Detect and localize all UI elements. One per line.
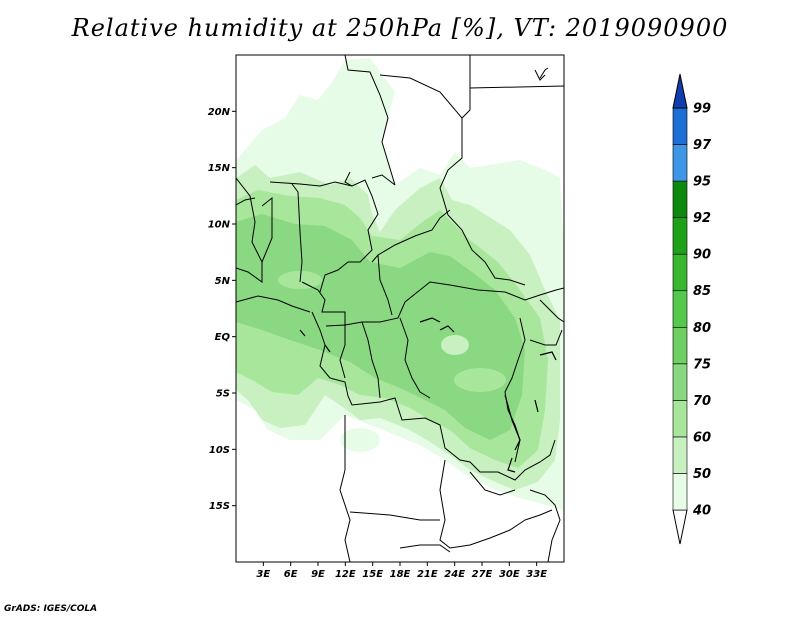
humidity-cell-80: [441, 335, 469, 355]
lat-tick-label: 10N: [208, 220, 231, 231]
colorbar-level-label: 92: [693, 211, 711, 226]
colorbar-level-label: 50: [693, 467, 711, 482]
colorbar-level-label: 60: [693, 430, 711, 445]
country-borders: [236, 55, 564, 562]
colorbar-segment: [672, 180, 688, 218]
colorbar-level-label: 97: [693, 138, 712, 153]
humidity-region-75: [236, 214, 525, 440]
lat-tick-label: 5S: [216, 389, 230, 400]
grads-credit: GrADS: IGES/COLA: [4, 604, 98, 614]
colorbar-level-label: 85: [693, 284, 711, 299]
lat-tick-label: 5N: [215, 276, 231, 287]
lon-tick-label: 33E: [526, 569, 547, 580]
lon-tick-label: 6E: [284, 569, 298, 580]
latitude-axis: 20N 15N 10N 5N EQ 5S 10S 15S: [208, 107, 236, 512]
lon-tick-label: 18E: [390, 569, 411, 580]
colorbar-segment: [672, 473, 688, 511]
dry-patch-south: [340, 428, 380, 452]
colorbar-segment: [672, 107, 688, 145]
lon-tick-label: 24E: [444, 569, 465, 580]
lon-tick-label: 27E: [472, 569, 493, 580]
lon-tick-label: 12E: [335, 569, 356, 580]
lat-tick-label: 10S: [209, 445, 230, 456]
colorbar: 40 50 60 70 75 80 85 90 92 95 97 99: [672, 73, 712, 545]
colorbar-level-label: 90: [693, 248, 711, 263]
lon-tick-label: 3E: [256, 569, 270, 580]
colorbar-segment: [672, 400, 688, 438]
lon-tick-label: 21E: [417, 569, 438, 580]
colorbar-level-label: 95: [693, 175, 711, 190]
colorbar-level-label: 99: [693, 102, 711, 117]
colorbar-level-label: 40: [692, 504, 711, 519]
colorbar-segment: [672, 363, 688, 401]
lat-tick-label: 15N: [208, 163, 231, 174]
colorbar-segment: [672, 253, 688, 292]
colorbar-segment: [672, 326, 688, 365]
chart-title: Relative humidity at 250hPa [%], VT: 201…: [71, 14, 729, 42]
colorbar-over-arrow: [672, 73, 688, 109]
lat-tick-label: EQ: [215, 332, 231, 343]
lat-tick-label: 20N: [208, 107, 231, 118]
colorbar-level-label: 70: [693, 394, 711, 409]
lon-tick-label: 9E: [311, 569, 325, 580]
lon-tick-label: 15E: [362, 569, 383, 580]
lon-tick-label: 30E: [499, 569, 520, 580]
lat-tick-label: 15S: [209, 501, 230, 512]
colorbar-segment: [672, 290, 688, 328]
colorbar-segment: [672, 436, 688, 474]
lake-outlines: [299, 317, 557, 473]
longitude-axis: 3E 6E 9E 12E 15E 18E 21E 24E 27E 30E 33E: [256, 562, 547, 580]
colorbar-level-label: 75: [693, 357, 711, 372]
humidity-cell-70-b: [454, 368, 506, 392]
colorbar-segment: [672, 217, 688, 255]
dry-patch-west: [236, 452, 300, 508]
colorbar-under-arrow: [672, 509, 688, 545]
colorbar-level-label: 80: [693, 321, 711, 336]
humidity-field: [236, 58, 564, 510]
colorbar-segment: [672, 144, 688, 182]
